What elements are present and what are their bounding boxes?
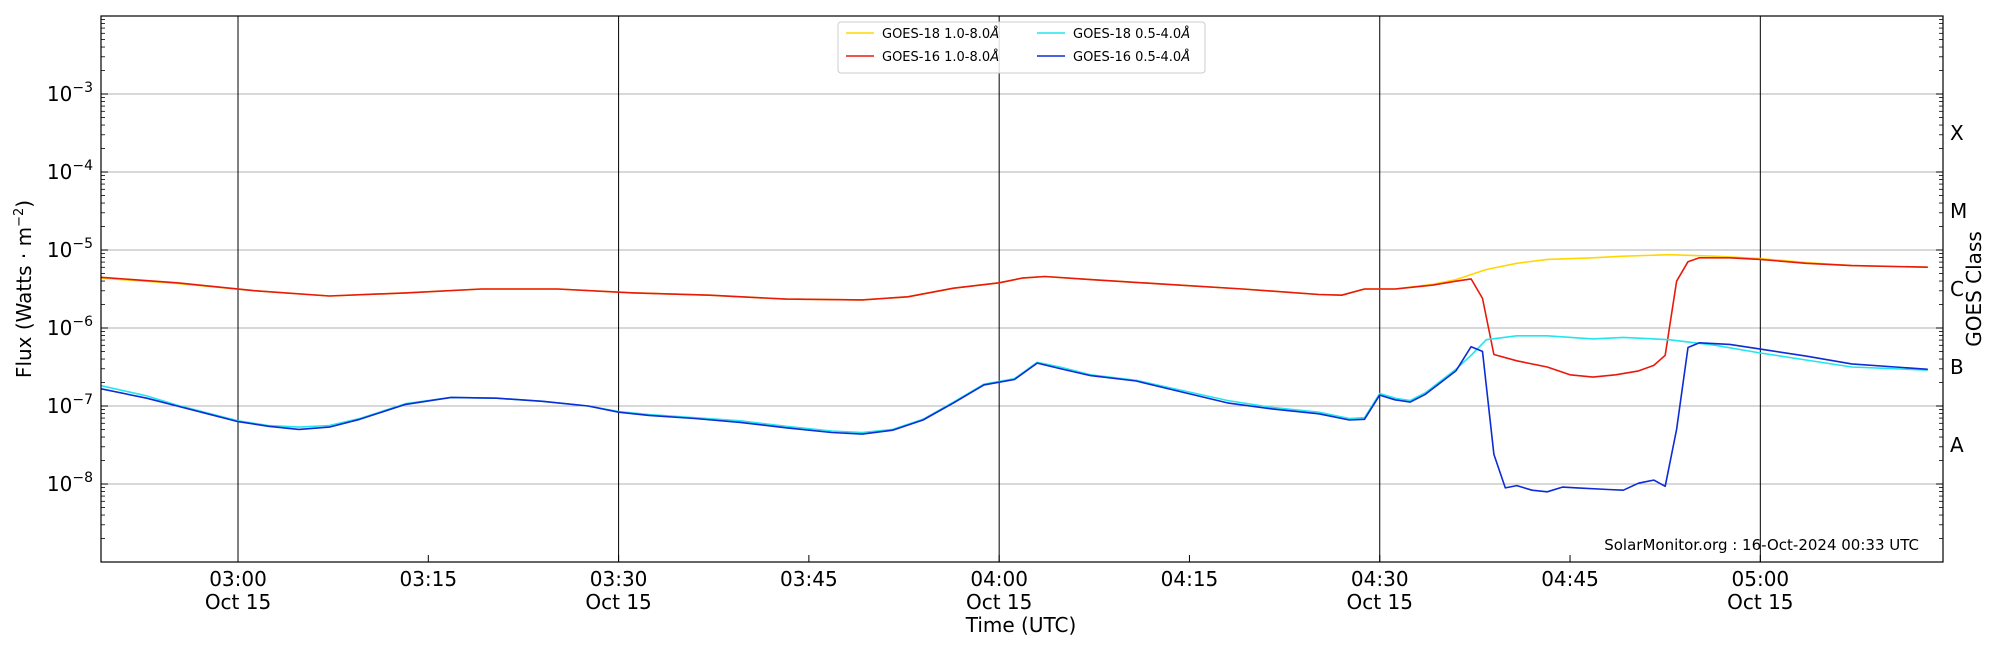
x-tick-label-time: 04:45 (1541, 567, 1599, 591)
y-tick-label-base: 10 (47, 316, 72, 340)
goes-class-label: M (1950, 199, 1967, 223)
y-tick-label: 10−7 (47, 392, 93, 418)
y-tick-label-base: 10 (47, 238, 72, 262)
legend-label-unit: Å (1180, 49, 1190, 65)
y-tick-label: 10−3 (47, 80, 93, 106)
legend-label-unit: Å (989, 49, 999, 65)
y-tick-label-base: 10 (47, 82, 72, 106)
y2-axis-label: GOES Class (1962, 231, 1986, 347)
x-tick-label-date: Oct 15 (205, 590, 271, 614)
legend-label: GOES-18 1.0-8.0Å (882, 26, 999, 42)
x-tick-label-time: 04:30 (1351, 567, 1409, 591)
x-tick-label-date: Oct 15 (966, 590, 1032, 614)
series-lines (101, 253, 1928, 493)
y-tick-label-exponent: −8 (72, 470, 93, 486)
series-line-3 (101, 335, 1928, 434)
y-axis-label: Flux (Watts · m−2) (12, 200, 36, 378)
y-tick-label-exponent: −6 (72, 314, 93, 330)
goes-class-label: A (1950, 433, 1964, 457)
y-axis-label-main: Flux (Watts · m (12, 227, 36, 378)
legend-label-unit: Å (1180, 26, 1190, 42)
x-tick-label-time: 05:00 (1732, 567, 1790, 591)
series-line-4 (101, 342, 1928, 493)
y-tick-label-exponent: −3 (72, 80, 93, 96)
goes-class-label: B (1950, 355, 1964, 379)
y-tick-label: 10−6 (47, 314, 93, 340)
y-tick-label: 10−4 (47, 158, 93, 184)
x-axis-label: Time (UTC) (965, 613, 1077, 637)
y-tick-label-exponent: −4 (72, 158, 93, 174)
y-axis-label-close: ) (12, 200, 36, 208)
legend-label: GOES-18 0.5-4.0Å (1073, 26, 1190, 42)
series-line-1 (101, 253, 1928, 301)
x-tick-label-time: 04:15 (1161, 567, 1219, 591)
goes-class-label: X (1950, 121, 1964, 145)
series-line-2 (101, 257, 1928, 378)
plot-frame (100, 15, 1944, 563)
y-axis-label-sup: −2 (12, 208, 27, 227)
legend-label-name: GOES-16 0.5-4.0 (1073, 50, 1181, 65)
grid-lines (101, 16, 1943, 562)
y-tick-label-exponent: −7 (72, 392, 93, 408)
legend-label-unit: Å (989, 26, 999, 42)
y-tick-label-base: 10 (47, 472, 72, 496)
legend-label-name: GOES-18 0.5-4.0 (1073, 27, 1181, 42)
legend-label-name: GOES-18 1.0-8.0 (882, 27, 990, 42)
x-tick-label-date: Oct 15 (1347, 590, 1413, 614)
legend-label-name: GOES-16 1.0-8.0 (882, 50, 990, 65)
x-tick-label-date: Oct 15 (585, 590, 651, 614)
x-tick-label-date: Oct 15 (1727, 590, 1793, 614)
x-tick-label-time: 04:00 (970, 567, 1028, 591)
legend-box (837, 21, 1206, 74)
x-tick-label-time: 03:45 (780, 567, 838, 591)
y-tick-label: 10−5 (47, 236, 93, 262)
goes-class-label: C (1950, 277, 1964, 301)
x-tick-label-time: 03:30 (590, 567, 648, 591)
y-tick-label-base: 10 (47, 394, 72, 418)
y-tick-label-exponent: −5 (72, 236, 93, 252)
credit-text: SolarMonitor.org : 16-Oct-2024 00:33 UTC (1604, 536, 1919, 554)
x-tick-label-time: 03:00 (209, 567, 267, 591)
legend-label: GOES-16 0.5-4.0Å (1073, 49, 1190, 65)
y-tick-label: 10−8 (47, 470, 93, 496)
y-tick-label-base: 10 (47, 160, 72, 184)
legend-label: GOES-16 1.0-8.0Å (882, 49, 999, 65)
x-tick-label-time: 03:15 (399, 567, 457, 591)
